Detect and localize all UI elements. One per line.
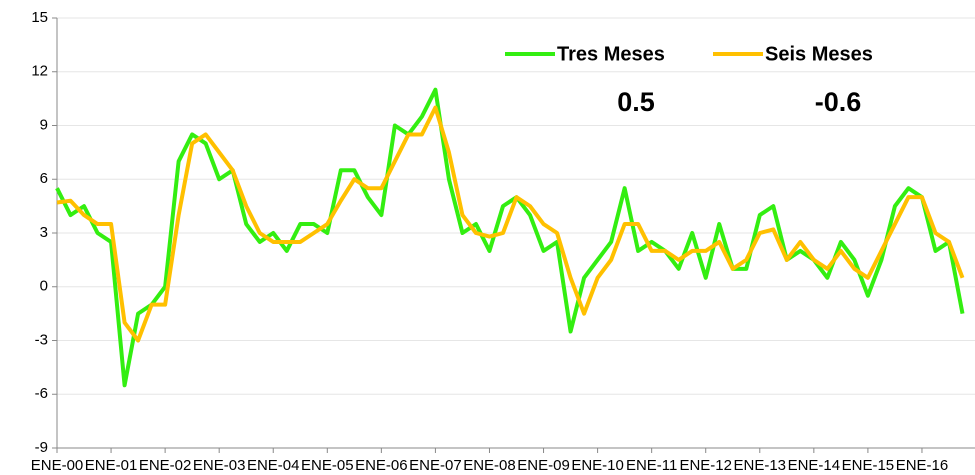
x-tick-label: ENE-05 (301, 457, 354, 474)
y-tick-label: -3 (35, 331, 48, 348)
x-tick-label: ENE-04 (247, 457, 300, 474)
y-tick-label: 15 (31, 9, 48, 26)
x-tick-label: ENE-08 (463, 457, 516, 474)
x-tick-label: ENE-13 (734, 457, 787, 474)
line-series (56, 105, 965, 343)
x-tick-label: ENE-00 (31, 457, 84, 474)
x-tick-label: ENE-01 (85, 457, 138, 474)
y-tick-label: -9 (35, 439, 48, 456)
x-tick-label: ENE-07 (409, 457, 462, 474)
y-tick-label: 3 (40, 224, 48, 241)
legend-label: Seis Meses (765, 43, 873, 65)
annotation: 0.5 (617, 87, 655, 117)
x-tick-label: ENE-14 (788, 457, 841, 474)
x-tick-label: ENE-02 (139, 457, 192, 474)
x-tick-label: ENE-10 (571, 457, 624, 474)
x-tick-label: ENE-12 (679, 457, 732, 474)
x-tick-label: ENE-06 (355, 457, 408, 474)
y-tick-label: 0 (40, 278, 48, 295)
x-tick-label: ENE-16 (896, 457, 949, 474)
y-tick-label: 6 (40, 170, 48, 187)
y-tick-label: 12 (31, 63, 48, 80)
x-tick-label: ENE-03 (193, 457, 246, 474)
y-tick-label: -6 (35, 385, 48, 402)
x-tick-label: ENE-15 (842, 457, 895, 474)
x-tick-label: ENE-11 (626, 457, 677, 474)
legend-label: Tres Meses (557, 43, 665, 65)
annotation: -0.6 (815, 87, 862, 117)
x-tick-label: ENE-09 (517, 457, 570, 474)
y-tick-label: 9 (40, 116, 48, 133)
